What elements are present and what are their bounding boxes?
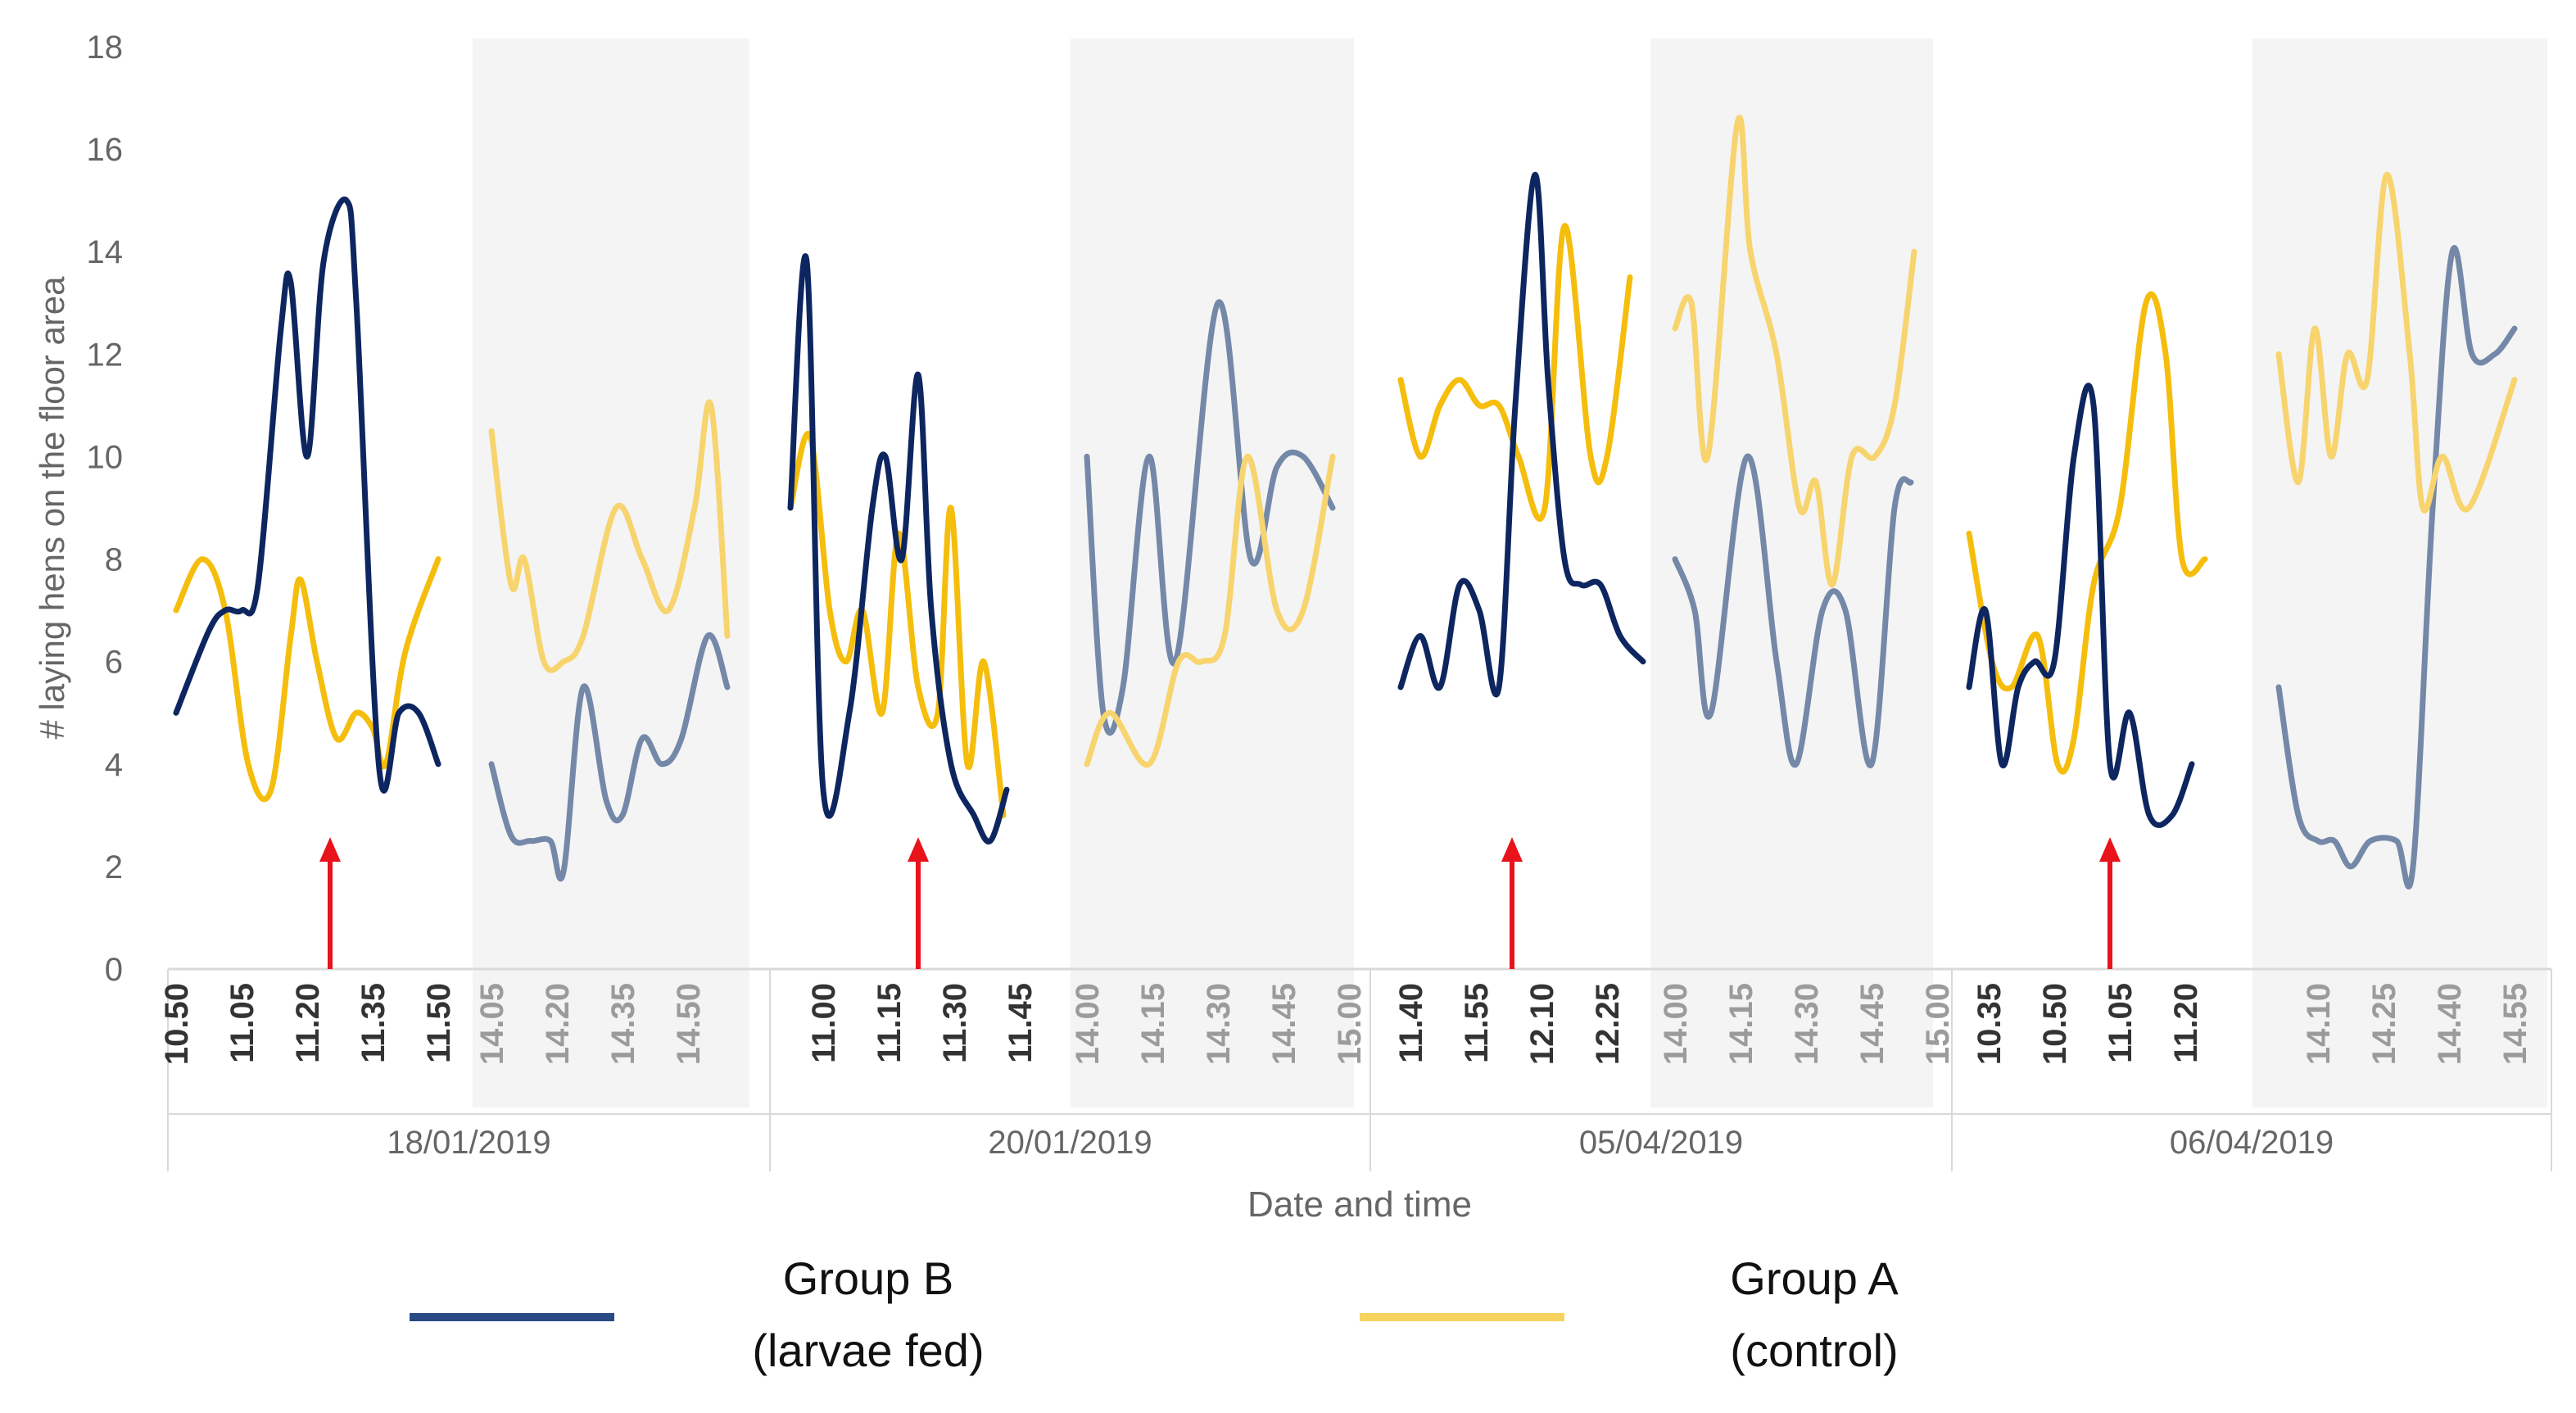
date-label: 06/04/2019 [2170,1125,2334,1161]
x-tick-label-morning-day3: 12.25 [1590,983,1626,1065]
legend-label-line1: Group A [1730,1252,1899,1304]
date-label: 18/01/2019 [387,1125,550,1161]
x-tick-label-morning-day4: 11.20 [2168,983,2204,1063]
x-tick-label-afternoon-day3: 15.00 [1920,983,1956,1065]
date-label: 20/01/2019 [988,1125,1152,1161]
x-tick-label-morning-day1: 11.05 [224,983,260,1063]
x-tick-label-afternoon-day3: 14.30 [1789,983,1825,1065]
legend: Group B (larvae fed) Group A (control) [410,1252,1899,1376]
series-layer [173,115,2518,890]
y-tick-label: 4 [105,747,123,783]
series-group-b-morning-day2 [787,253,1010,845]
x-tick-label-afternoon-day1: 14.35 [605,983,641,1065]
afternoon-shade-1 [473,38,749,1107]
series-group-a-morning-day2 [787,430,1007,818]
x-tick-label-morning-day1: 10.50 [159,983,195,1065]
x-tick-label-morning-day1: 11.50 [421,983,457,1063]
x-tick-label-afternoon-day3: 14.00 [1658,983,1694,1065]
series-group-b-morning-day1 [173,196,441,794]
series-group-b-afternoon-day1 [488,632,731,882]
series-group-b-afternoon-day2 [1084,299,1336,736]
x-tick-label-afternoon-day2: 14.00 [1070,983,1106,1065]
series-group-a-afternoon-day2 [1084,453,1336,768]
afternoon-shade-4 [2252,38,2547,1107]
legend-label-line1: Group B [783,1252,954,1304]
series-group-a-morning-day4 [1966,291,2208,775]
series-group-a-afternoon-day1 [488,399,731,673]
series-group-a-morning-day3 [1397,223,1633,522]
afternoon-shade-2 [1071,38,1354,1107]
x-tick-label-morning-day4: 10.35 [1972,983,2008,1065]
x-tick-label-morning-day2: 11.30 [937,983,973,1063]
y-axis-label: # laying hens on the floor area [33,276,71,740]
y-tick-label: 8 [105,542,123,578]
y-tick-label: 0 [105,952,123,988]
x-tick-label-afternoon-day3: 14.15 [1723,983,1759,1065]
series-group-b-morning-day3 [1397,171,1646,698]
x-tick-label-afternoon-day3: 14.45 [1854,983,1890,1065]
y-tick-label: 10 [87,439,124,475]
y-tick-label: 12 [87,337,124,373]
afternoon-shade-3 [1650,38,1933,1107]
y-tick-label: 14 [87,234,124,270]
legend-label-line2: (larvae fed) [752,1325,984,1376]
series-group-b-afternoon-day3 [1672,453,1914,768]
x-tick-label-morning-day4: 10.50 [2037,983,2073,1065]
x-tick-label-morning-day3: 11.55 [1459,983,1495,1063]
x-tick-label-afternoon-day2: 14.15 [1135,983,1171,1065]
x-tick-label-afternoon-day2: 14.30 [1201,983,1237,1065]
series-group-b-morning-day4 [1966,383,2195,828]
y-tick-label: 2 [105,849,123,885]
x-tick-label-afternoon-day4: 14.25 [2366,983,2402,1065]
x-tick-label-afternoon-day4: 14.55 [2497,983,2533,1065]
x-tick-label-afternoon-day2: 14.45 [1266,983,1302,1065]
series-group-b-afternoon-day4 [2275,245,2518,890]
x-tick-label-morning-day2: 11.15 [871,983,908,1063]
annotation-layer [319,837,2121,969]
x-tick-label-morning-day2: 11.00 [806,983,842,1063]
series-group-a-morning-day1 [173,556,441,803]
feeding-arrow-head [1501,837,1523,862]
y-tick-label: 6 [105,645,123,681]
y-tick-label: 18 [87,29,124,66]
x-tick-label-morning-day4: 11.05 [2103,983,2139,1063]
feeding-arrow-head [908,837,929,862]
x-tick-label-morning-day3: 12.10 [1524,983,1560,1065]
x-tick-label-afternoon-day1: 14.05 [474,983,510,1065]
x-tick-label-afternoon-day1: 14.20 [540,983,576,1065]
legend-label-line2: (control) [1730,1325,1898,1376]
background-layer [473,38,2547,1107]
x-tick-label-afternoon-day2: 15.00 [1332,983,1368,1065]
x-tick-label-afternoon-day4: 14.10 [2301,983,2337,1065]
y-tick-label: 16 [87,132,124,168]
x-tick-label-morning-day2: 11.45 [1003,983,1039,1063]
x-tick-label-afternoon-day1: 14.50 [671,983,707,1065]
x-tick-label-morning-day1: 11.20 [290,983,326,1063]
x-axis-label: Date and time [1247,1184,1472,1225]
x-tick-label-morning-day1: 11.35 [355,983,392,1063]
date-label: 05/04/2019 [1579,1125,1743,1161]
series-group-a-afternoon-day3 [1672,115,1917,588]
axis-layer: 0 2 4 6 8 10 12 14 16 18 # laying hens on the floo… [33,29,2552,1225]
x-tick-label-afternoon-day4: 14.40 [2432,983,2468,1065]
series-group-a-afternoon-day4 [2275,171,2518,514]
feeding-arrow-head [319,837,341,862]
feeding-arrow-head [2099,837,2121,862]
x-tick-label-morning-day3: 11.40 [1393,983,1429,1063]
